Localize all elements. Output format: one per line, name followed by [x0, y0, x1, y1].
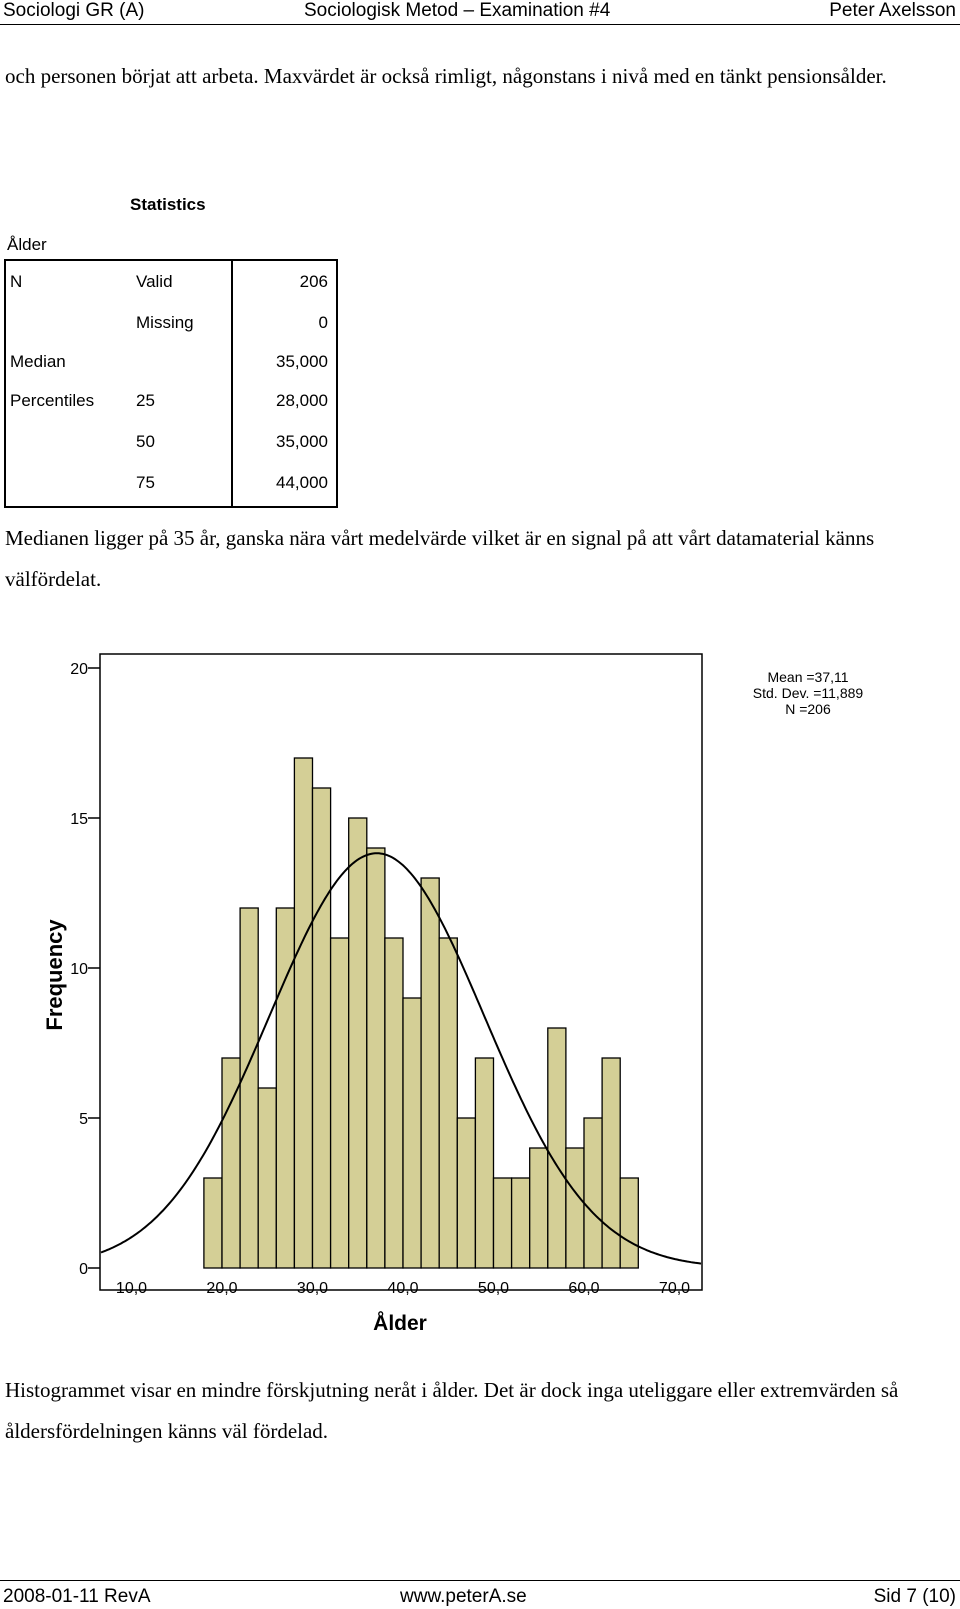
histogram-bar	[329, 937, 350, 1269]
header-author: Peter Axelsson	[829, 0, 956, 21]
x-tick-label: 70,0	[659, 1280, 690, 1297]
legend-n: N =206	[785, 701, 831, 717]
histogram-bar	[257, 1087, 277, 1269]
histogram-bar	[311, 787, 332, 1269]
x-tick-label: 10,0	[116, 1280, 147, 1297]
row-label: Percentiles	[10, 391, 95, 410]
row-sublabel: 75	[136, 473, 155, 492]
statistics-variable: Ålder	[7, 235, 47, 254]
y-axis: 0 5 10 15 20	[70, 661, 100, 1278]
row-sublabel: 50	[136, 432, 155, 451]
x-tick-label: 60,0	[568, 1280, 599, 1297]
histogram-bar	[402, 997, 422, 1269]
y-axis-title: Frequency	[42, 919, 67, 1031]
footer-date: 2008-01-11 RevA	[3, 1586, 151, 1607]
x-axis-title: Ålder	[373, 1311, 427, 1335]
header-rule	[0, 24, 960, 25]
x-tick-label: 40,0	[387, 1280, 418, 1297]
row-value: 0	[318, 313, 328, 332]
histogram-bar	[275, 907, 296, 1269]
intro-paragraph: och personen börjat att arbeta. Maxvärde…	[5, 64, 887, 88]
row-value: 35,000	[276, 352, 328, 371]
row-value: 28,000	[276, 391, 328, 410]
median-paragraph: Medianen ligger på 35 år, ganska nära vå…	[5, 526, 875, 591]
histogram-paragraph: Histogrammet visar en mindre förskjutnin…	[5, 1378, 899, 1443]
x-tick-label: 20,0	[206, 1280, 237, 1297]
page-footer: 2008-01-11 RevA www.peterA.se Sid 7 (10)	[0, 1580, 960, 1609]
y-tick-label: 0	[79, 1261, 88, 1278]
y-tick-label: 5	[79, 1111, 88, 1128]
histogram-bar	[510, 1177, 531, 1269]
histogram-bar	[239, 907, 259, 1269]
row-sublabel: Missing	[136, 313, 194, 332]
statistics-title: Statistics	[130, 195, 206, 214]
row-value: 206	[299, 272, 328, 291]
y-tick-label: 10	[70, 961, 88, 978]
normal-curve	[100, 852, 702, 1265]
histogram-bar	[203, 1177, 223, 1269]
histogram-bar	[348, 817, 368, 1269]
histogram-bar	[438, 937, 458, 1269]
row-label: N	[10, 272, 23, 291]
statistics-table: N Valid 206 Missing 0 Median 35,000 Perc…	[4, 259, 338, 508]
histogram-bar	[583, 1117, 603, 1269]
y-tick-label: 20	[70, 661, 88, 678]
row-label: Median	[10, 352, 66, 371]
histogram-bar	[384, 937, 404, 1269]
page-header: Sociologi GR (A) Sociologisk Metod – Exa…	[0, 0, 960, 26]
histogram-bar	[456, 1117, 477, 1269]
row-value: 44,000	[276, 473, 328, 492]
histogram-bar	[529, 1147, 549, 1269]
histogram-bar	[492, 1177, 513, 1269]
legend-mean: Mean =37,11	[767, 669, 848, 685]
x-tick-label: 50,0	[478, 1280, 509, 1297]
bar-group	[203, 757, 639, 1269]
legend-std-dev: Std. Dev. =11,889	[753, 685, 864, 701]
x-axis: 10,0 20,0 30,0 40,0 50,0 60,0 70,0	[116, 1280, 690, 1297]
row-value: 35,000	[276, 432, 328, 451]
histogram-bar	[420, 877, 440, 1269]
histogram-bar	[293, 757, 314, 1269]
x-tick-label: 30,0	[297, 1280, 328, 1297]
footer-rule	[0, 1580, 960, 1581]
footer-page-number: Sid 7 (10)	[873, 1586, 956, 1607]
histogram-bar	[619, 1177, 639, 1269]
histogram-chart: 0 5 10 15 20 10,0 20,0 30,0 40,0 50,0 60,0 70,0 Fr…	[0, 640, 960, 1360]
histogram-bar	[601, 1057, 621, 1269]
header-title: Sociologisk Metod – Examination #4	[304, 0, 611, 21]
row-sublabel: Valid	[136, 272, 173, 291]
histogram-bar	[366, 847, 386, 1269]
footer-website: www.peterA.se	[400, 1586, 527, 1607]
header-course: Sociologi GR (A)	[3, 0, 145, 21]
histogram-svg: 0 5 10 15 20 10,0 20,0 30,0 40,0 50,0 60,0 70,0 Fr…	[42, 653, 864, 1335]
histogram-bar	[565, 1147, 585, 1269]
histogram-bar	[547, 1027, 567, 1269]
row-sublabel: 25	[136, 391, 155, 410]
histogram-bar	[474, 1057, 495, 1269]
y-tick-label: 15	[70, 811, 88, 828]
table-divider	[231, 261, 233, 506]
